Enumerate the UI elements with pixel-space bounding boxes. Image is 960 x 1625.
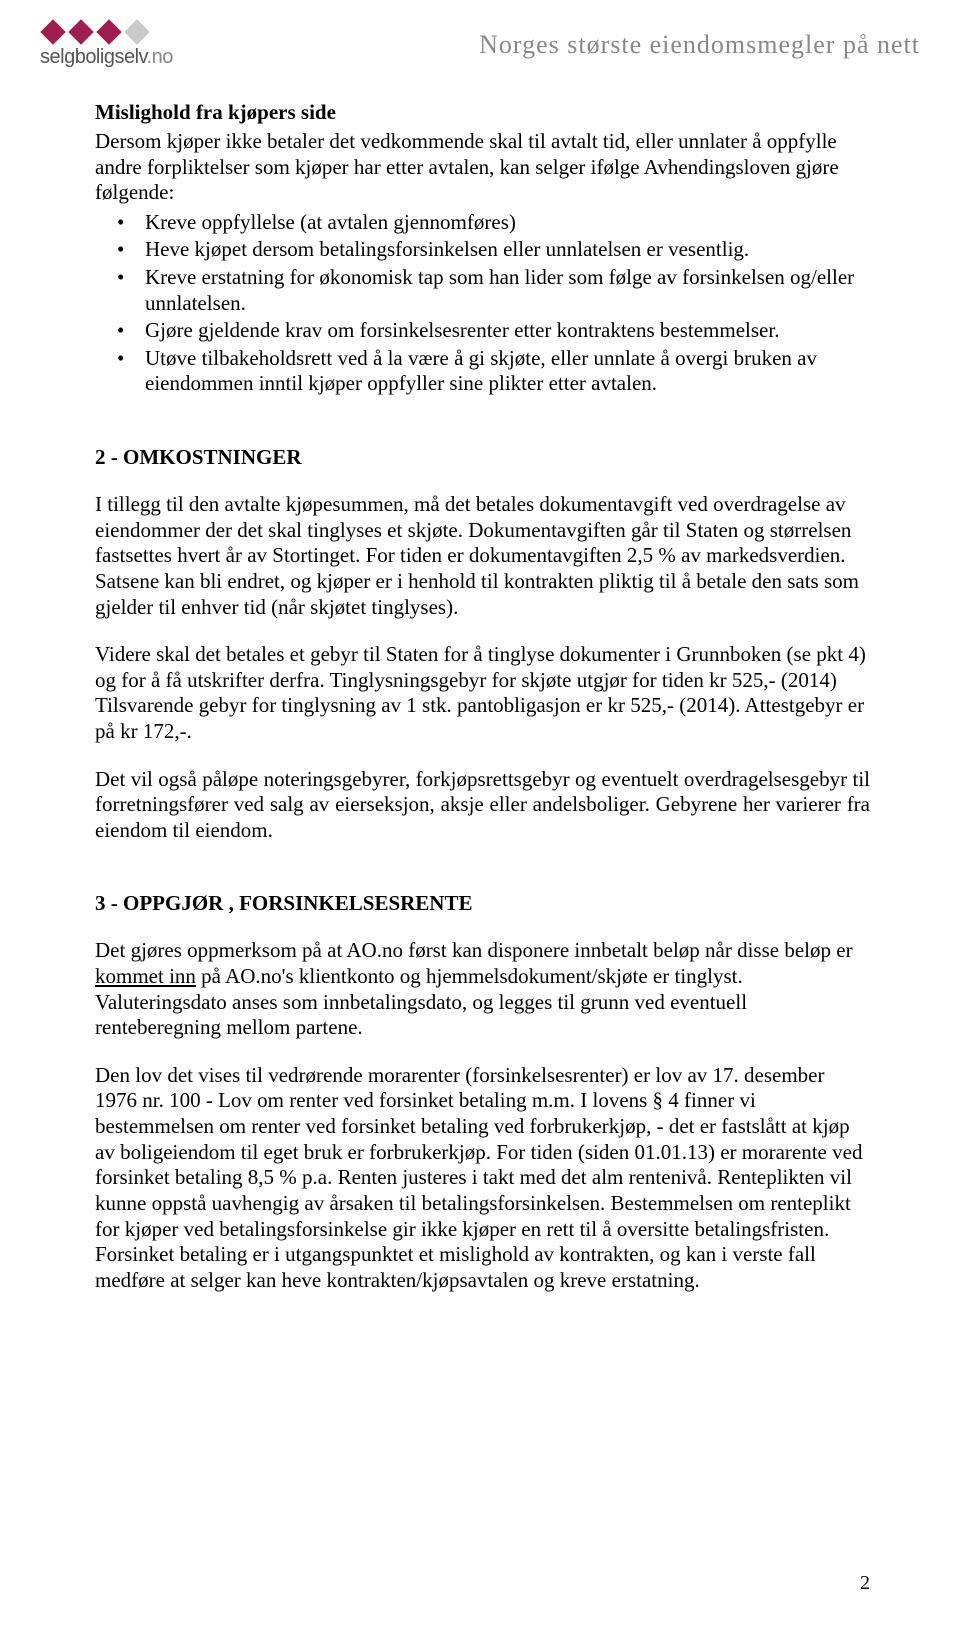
page-number: 2	[860, 1572, 870, 1595]
list-item: Kreve erstatning for økonomisk tap som h…	[145, 265, 870, 316]
diamond-icon	[40, 19, 65, 44]
paragraph: Den lov det vises til vedrørende moraren…	[95, 1063, 870, 1293]
logo-domain: .no	[147, 46, 173, 68]
brand-logo: selgboligselv.no	[40, 20, 173, 69]
list-item: Utøve tilbakeholdsrett ved å la være å g…	[145, 346, 870, 397]
bullet-list: Kreve oppfyllelse (at avtalen gjennomfør…	[95, 210, 870, 397]
diamond-icon	[124, 19, 149, 44]
list-item: Heve kjøpet dersom betalingsforsinkelsen…	[145, 237, 870, 263]
heading-section-2: 2 - OMKOSTNINGER	[95, 445, 870, 470]
paragraph: Videre skal det betales et gebyr til Sta…	[95, 642, 870, 744]
list-item: Gjøre gjeldende krav om forsinkelsesrent…	[145, 318, 870, 344]
header-tagline: Norges største eiendomsmegler på nett	[479, 30, 920, 60]
paragraph: Det gjøres oppmerksom på at AO.no først …	[95, 938, 870, 1040]
underlined-text: kommet inn	[95, 964, 196, 988]
diamond-icon	[96, 19, 121, 44]
paragraph: Det vil også påløpe noteringsgebyrer, fo…	[95, 767, 870, 844]
diamond-icon	[68, 19, 93, 44]
list-item: Kreve oppfyllelse (at avtalen gjennomfør…	[145, 210, 870, 236]
paragraph: I tillegg til den avtalte kjøpesummen, m…	[95, 492, 870, 620]
heading-mislighold: Mislighold fra kjøpers side	[95, 100, 870, 125]
logo-text: selgboligselv.no	[40, 46, 173, 69]
paragraph-intro: Dersom kjøper ikke betaler det vedkommen…	[95, 129, 870, 206]
text-span: Det gjøres oppmerksom på at AO.no først …	[95, 938, 853, 962]
page-header: selgboligselv.no Norges største eiendoms…	[40, 20, 920, 69]
logo-diamonds	[40, 20, 150, 44]
document-page: selgboligselv.no Norges største eiendoms…	[0, 0, 960, 1625]
logo-name: selgboligselv	[40, 46, 147, 68]
heading-section-3: 3 - OPPGJØR , FORSINKELSESRENTE	[95, 891, 870, 916]
